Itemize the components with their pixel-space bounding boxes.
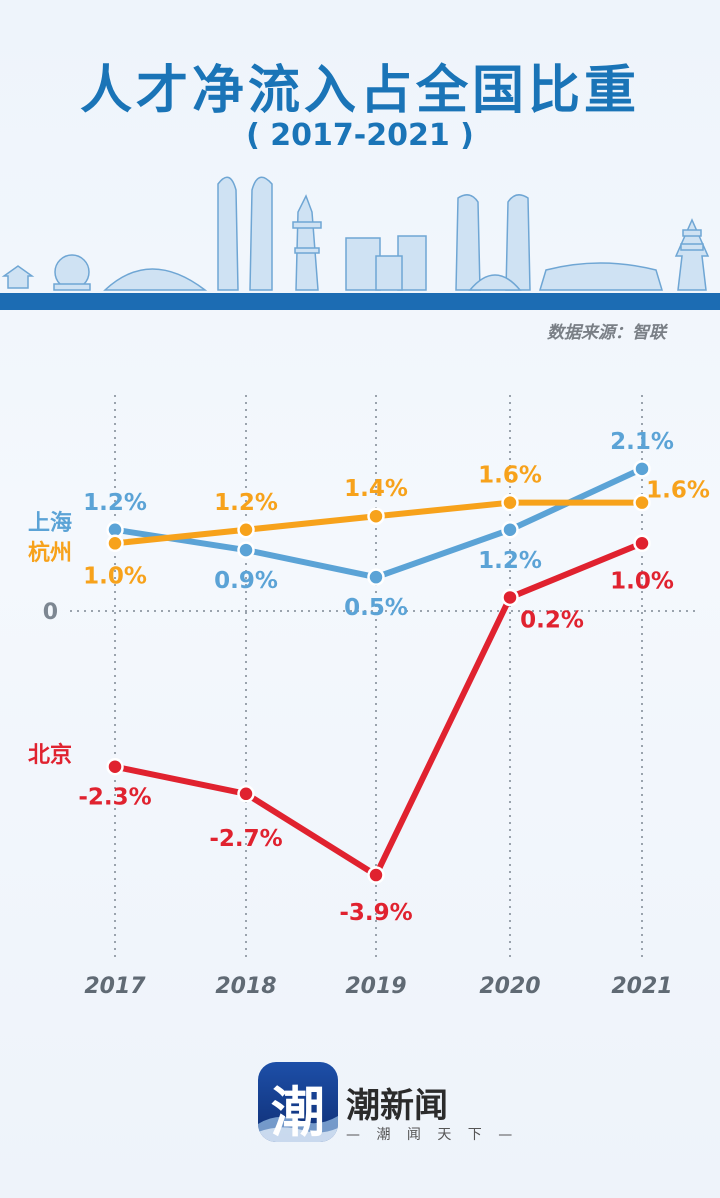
data-label-上海-2020: 1.2% — [478, 548, 542, 574]
data-label-杭州-2021: 1.6% — [646, 478, 710, 504]
data-label-杭州-2020: 1.6% — [478, 463, 542, 489]
data-point-上海-2020 — [501, 521, 519, 539]
x-tick-label-2017: 2017 — [84, 974, 146, 999]
app-logo-icon: 潮 — [258, 1062, 338, 1142]
data-source-note: 数据来源：智联 — [547, 323, 666, 343]
data-point-上海-2021 — [633, 460, 651, 478]
data-point-北京-2020 — [501, 588, 519, 607]
data-label-北京-2019: -3.9% — [339, 900, 412, 926]
data-point-北京-2019 — [367, 866, 385, 884]
data-label-杭州-2017: 1.0% — [83, 563, 147, 589]
data-point-杭州-2020 — [501, 493, 519, 512]
data-point-杭州-2021 — [633, 493, 651, 512]
data-label-北京-2021: 1.0% — [610, 568, 674, 594]
data-label-北京-2018: -2.7% — [209, 826, 282, 852]
x-tick-label-2020: 2020 — [479, 974, 540, 999]
data-point-杭州-2017 — [106, 534, 124, 553]
data-label-北京-2020: 0.2% — [520, 607, 584, 633]
data-label-上海-2018: 0.9% — [214, 568, 278, 594]
data-label-杭州-2018: 1.2% — [214, 490, 278, 516]
zero-tick-label: 0 — [43, 600, 58, 625]
x-tick-label-2021: 2021 — [611, 974, 672, 999]
chart-grid — [70, 395, 695, 958]
brand-name: 潮新闻 — [346, 1086, 448, 1126]
data-label-北京-2017: -2.3% — [78, 785, 151, 811]
chart-labels: 0 2017 2018 2019 2020 2021 1.2% 0.9% 0.5% 1.2% 2.1… — [28, 429, 710, 999]
data-point-杭州-2018 — [237, 521, 255, 539]
x-tick-label-2018: 2018 — [215, 974, 276, 999]
chart-title: 人才净流入占全国比重 — [79, 61, 640, 121]
chart-subtitle: ( 2017-2021 ) — [246, 118, 474, 153]
data-point-北京-2017 — [106, 757, 124, 776]
series-label-北京: 北京 — [28, 742, 72, 768]
data-point-上海-2018 — [237, 541, 255, 559]
series-label-杭州: 杭州 — [28, 540, 72, 566]
data-label-上海-2019: 0.5% — [344, 595, 408, 621]
data-point-杭州-2019 — [367, 507, 385, 525]
chart-points — [106, 460, 651, 884]
logo-glyph: 潮 — [271, 1080, 325, 1142]
data-label-上海-2021: 2.1% — [610, 429, 674, 455]
data-point-北京-2018 — [237, 785, 255, 803]
brand-slogan: — 潮 闻 天 下 — — [346, 1127, 519, 1143]
data-point-上海-2019 — [367, 568, 385, 586]
data-label-上海-2017: 1.2% — [83, 490, 147, 516]
data-point-北京-2021 — [633, 534, 651, 553]
x-tick-label-2019: 2019 — [345, 974, 406, 999]
series-label-上海: 上海 — [28, 510, 72, 536]
series-line-北京 — [112, 540, 645, 879]
data-label-杭州-2019: 1.4% — [344, 476, 408, 502]
city-skyline-illustration — [0, 176, 720, 310]
chart-lines — [112, 465, 645, 879]
